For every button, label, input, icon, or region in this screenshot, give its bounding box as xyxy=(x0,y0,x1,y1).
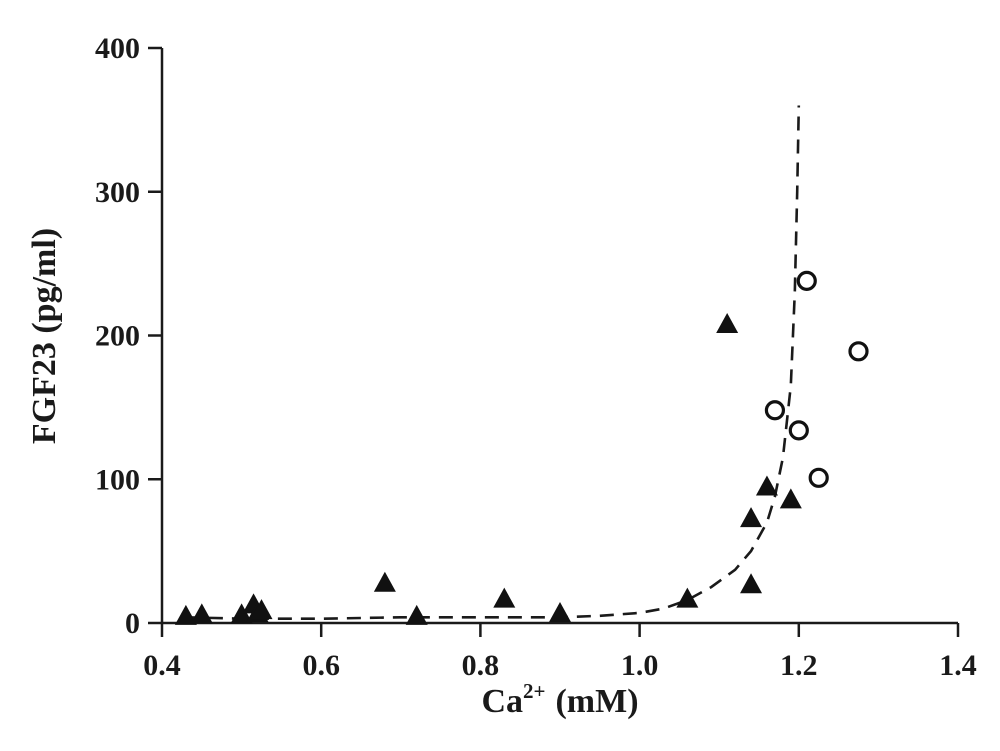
y-tick-label: 400 xyxy=(95,32,140,65)
triangle-point xyxy=(740,573,763,594)
y-tick-label: 200 xyxy=(95,320,140,353)
circle-point xyxy=(796,270,817,291)
y-tick-label: 100 xyxy=(95,463,140,496)
y-tick-label: 0 xyxy=(125,607,140,640)
x-axis-title: Ca2+ (mM) xyxy=(481,679,638,720)
x-tick-label: 0.6 xyxy=(302,649,340,682)
axes xyxy=(160,48,958,625)
x-tick-label: 1.4 xyxy=(939,649,977,682)
y-ticks: 0 100 200 300 400 xyxy=(95,32,162,640)
fit-curve-group xyxy=(185,105,801,620)
fit-curve xyxy=(185,105,801,620)
triangle-point xyxy=(373,571,396,592)
x-ticks: 0.4 0.6 0.8 1.0 1.2 1.4 xyxy=(143,623,977,682)
markers xyxy=(174,270,869,625)
triangle-point xyxy=(250,599,273,620)
circle-point xyxy=(764,400,786,421)
circle-point xyxy=(808,467,829,488)
x-tick-label: 1.2 xyxy=(780,649,818,682)
circle-point xyxy=(848,341,869,362)
x-tick-label: 0.4 xyxy=(143,649,181,682)
triangle-point xyxy=(493,587,516,608)
triangle-point xyxy=(716,313,739,333)
triangle-point xyxy=(755,475,778,496)
circle-point xyxy=(788,420,809,441)
triangle-point xyxy=(676,587,699,608)
triangle-point xyxy=(190,603,213,624)
triangle-point xyxy=(174,604,197,625)
y-axis-title: FGF23 (pg/ml) xyxy=(26,228,63,444)
triangle-point xyxy=(740,507,763,528)
x-axis-title-main: Ca xyxy=(481,683,523,720)
triangle-point xyxy=(230,603,253,624)
x-tick-label: 1.0 xyxy=(621,649,659,682)
triangle-point xyxy=(549,601,571,622)
y-tick-label: 300 xyxy=(95,176,140,209)
triangle-point xyxy=(405,604,428,625)
x-axis-title-superscript: 2+ xyxy=(523,679,545,703)
triangle-point xyxy=(779,488,802,509)
x-tick-label: 0.8 xyxy=(462,649,500,682)
x-axis-title-unit: (mM) xyxy=(555,683,638,720)
